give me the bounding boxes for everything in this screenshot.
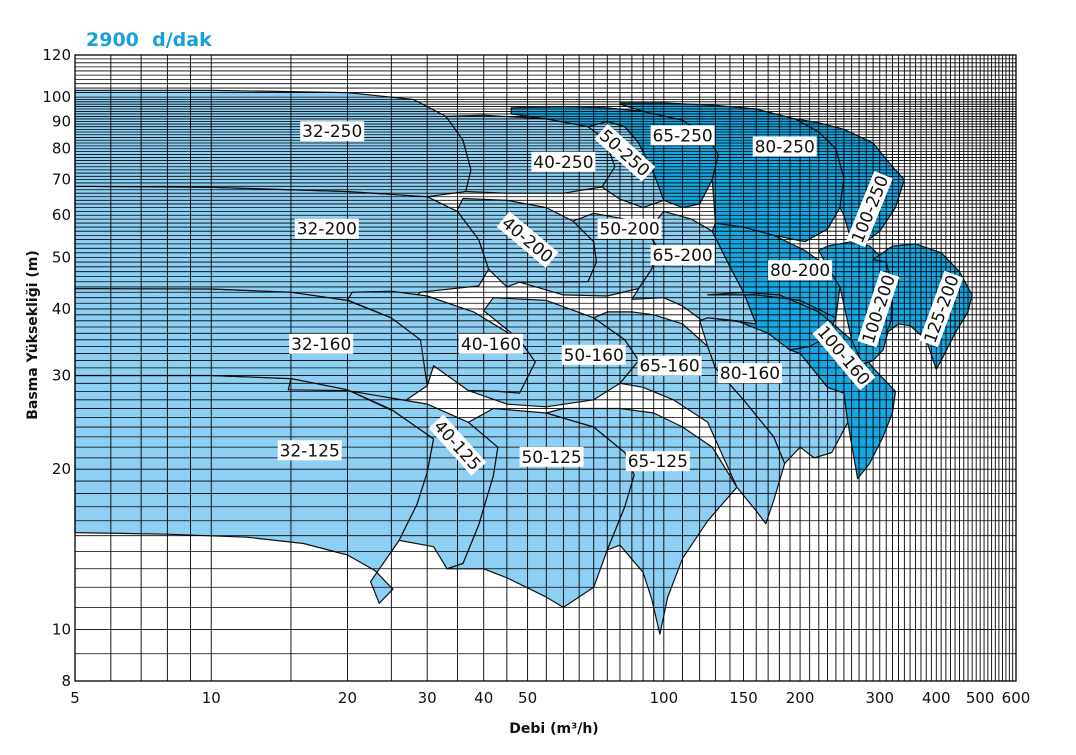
x-tick-label: 300	[865, 689, 894, 707]
label-background	[846, 171, 893, 248]
region-label-50-160: 50-160	[564, 346, 624, 366]
region-label-group: 50-125	[519, 446, 584, 468]
x-tick-label: 10	[202, 689, 221, 707]
region-label-group: 32-250	[300, 121, 365, 142]
region-label-65-160: 65-160	[639, 357, 699, 377]
label-background	[752, 136, 817, 157]
y-tick-label: 50	[52, 248, 71, 266]
label-background	[812, 320, 876, 391]
x-tick-label: 20	[338, 689, 357, 707]
label-background	[919, 270, 964, 348]
region-label-80-250: 80-250	[755, 137, 815, 157]
label-background	[300, 121, 365, 142]
region-label-32-125: 32-125	[280, 441, 340, 461]
plot-frame	[74, 54, 1017, 682]
label-background	[496, 211, 559, 268]
grid-lines	[74, 54, 1017, 682]
y-tick-label: 10	[52, 620, 71, 638]
label-background	[857, 270, 900, 348]
label-background	[718, 363, 782, 384]
region-label-group: 65-125	[625, 451, 690, 472]
x-tick-label: 5	[70, 689, 80, 707]
label-background	[459, 333, 523, 354]
region-label-group: 50-160	[561, 344, 626, 366]
region-label-65-250: 65-250	[652, 126, 712, 146]
region-label-group: 50-200	[597, 218, 662, 240]
y-tick-label: 120	[42, 46, 71, 64]
label-background	[650, 125, 715, 146]
label-background	[294, 218, 359, 239]
region-label-group: 80-250	[752, 136, 817, 157]
region-label-group: 32-160	[289, 333, 354, 355]
region-label-group: 65-160	[637, 355, 702, 377]
x-tick-label: 200	[786, 689, 815, 707]
region-label-group: 32-125	[277, 440, 342, 461]
x-tick-label: 100	[650, 689, 679, 707]
y-tick-label: 90	[52, 113, 71, 131]
y-tick-label: 60	[52, 206, 71, 224]
region-label-40-250: 40-250	[533, 153, 593, 173]
y-axis-title: Basma Yüksekliği (m)	[25, 250, 41, 420]
x-tick-label: 50	[518, 689, 537, 707]
chart-title: 2900 d/dak	[86, 29, 212, 51]
region-label-group: 32-200	[294, 218, 359, 240]
region-label-group: 40-160	[459, 333, 523, 355]
label-background	[768, 260, 833, 281]
region-label-group: 65-200	[650, 245, 715, 266]
label-background	[277, 440, 342, 461]
region-label-40-160: 40-160	[461, 335, 521, 355]
region-label-65-125: 65-125	[628, 452, 688, 472]
y-tick-label: 100	[42, 88, 71, 106]
label-background	[594, 123, 656, 182]
x-tick-label: 500	[966, 689, 995, 707]
x-axis-title: Debi (m³/h)	[509, 721, 598, 737]
region-label-65-200: 65-200	[652, 246, 712, 266]
x-tick-label: 400	[922, 689, 951, 707]
label-background	[561, 344, 626, 365]
region-label-32-250: 32-250	[302, 122, 362, 142]
y-tick-label: 70	[52, 171, 71, 189]
label-background	[519, 446, 584, 467]
y-tick-label: 30	[52, 366, 71, 384]
x-tick-label: 30	[418, 689, 437, 707]
label-background	[625, 451, 690, 472]
x-tick-label: 150	[729, 689, 758, 707]
region-label-50-200: 50-200	[599, 220, 659, 240]
label-background	[597, 218, 662, 239]
y-tick-label: 40	[52, 300, 71, 318]
label-background	[650, 245, 715, 266]
x-tick-label: 40	[474, 689, 493, 707]
region-label-group: 80-160	[718, 363, 782, 384]
label-background	[428, 414, 487, 476]
region-label-80-200: 80-200	[770, 261, 830, 281]
region-label-32-160: 32-160	[291, 335, 351, 355]
x-tick-labels: 5 10 20 30 40 50 100 150 200 300 400 500 600	[70, 689, 1030, 707]
region-label-50-125: 50-125	[521, 448, 581, 468]
y-tick-label: 80	[52, 140, 71, 158]
y-tick-label: 20	[52, 460, 71, 478]
label-background	[531, 151, 596, 172]
y-tick-label: 8	[61, 672, 71, 690]
label-background	[289, 333, 354, 354]
region-label-group: 40-250	[531, 151, 596, 173]
region-label-32-200: 32-200	[297, 220, 357, 240]
region-label-80-160: 80-160	[720, 364, 780, 384]
region-label-group: 65-250	[650, 125, 715, 146]
label-background	[637, 355, 702, 376]
region-label-group: 80-200	[768, 260, 833, 281]
y-tick-labels: 8 10 20 30 40 50 60 70 80 90 100 120	[42, 46, 71, 690]
x-tick-label: 600	[1002, 689, 1031, 707]
